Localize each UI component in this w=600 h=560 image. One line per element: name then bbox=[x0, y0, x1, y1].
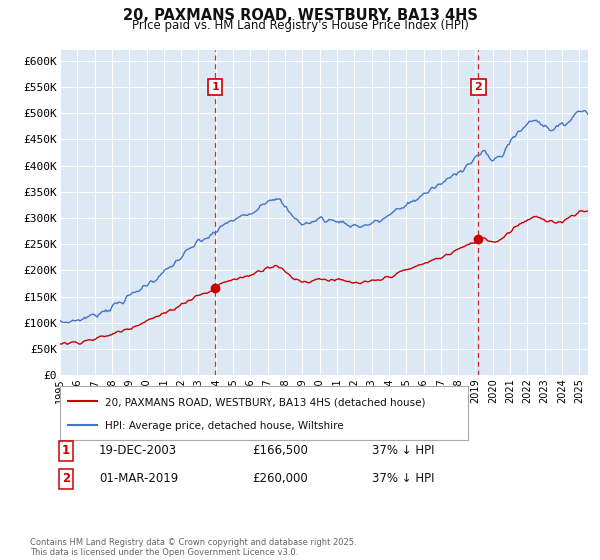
Text: 37% ↓ HPI: 37% ↓ HPI bbox=[372, 472, 434, 486]
Text: HPI: Average price, detached house, Wiltshire: HPI: Average price, detached house, Wilt… bbox=[105, 421, 344, 431]
Text: 2: 2 bbox=[475, 82, 482, 92]
Text: £260,000: £260,000 bbox=[252, 472, 308, 486]
Text: 01-MAR-2019: 01-MAR-2019 bbox=[99, 472, 178, 486]
Text: 20, PAXMANS ROAD, WESTBURY, BA13 4HS: 20, PAXMANS ROAD, WESTBURY, BA13 4HS bbox=[122, 8, 478, 24]
Text: 20, PAXMANS ROAD, WESTBURY, BA13 4HS (detached house): 20, PAXMANS ROAD, WESTBURY, BA13 4HS (de… bbox=[105, 398, 425, 407]
Text: 1: 1 bbox=[211, 82, 219, 92]
Text: Contains HM Land Registry data © Crown copyright and database right 2025.
This d: Contains HM Land Registry data © Crown c… bbox=[30, 538, 356, 557]
Text: 2: 2 bbox=[62, 472, 70, 486]
Text: 19-DEC-2003: 19-DEC-2003 bbox=[99, 444, 177, 458]
Text: 1: 1 bbox=[62, 444, 70, 458]
Text: £166,500: £166,500 bbox=[252, 444, 308, 458]
Text: 37% ↓ HPI: 37% ↓ HPI bbox=[372, 444, 434, 458]
Text: Price paid vs. HM Land Registry's House Price Index (HPI): Price paid vs. HM Land Registry's House … bbox=[131, 19, 469, 32]
